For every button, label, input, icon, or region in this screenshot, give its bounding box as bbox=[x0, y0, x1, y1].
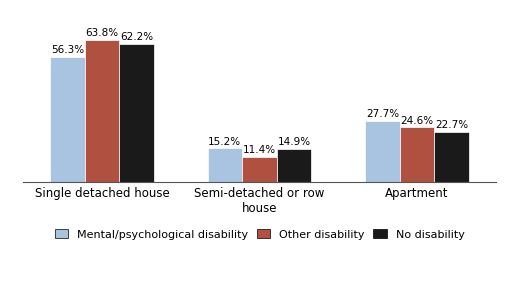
Bar bbox=[434, 132, 469, 182]
Bar bbox=[277, 149, 311, 182]
Bar bbox=[208, 148, 242, 182]
Text: 62.2%: 62.2% bbox=[120, 32, 153, 42]
Text: 27.7%: 27.7% bbox=[366, 109, 399, 119]
Text: 15.2%: 15.2% bbox=[208, 136, 241, 147]
Bar bbox=[119, 44, 154, 182]
Bar bbox=[400, 127, 434, 182]
Bar bbox=[85, 40, 119, 182]
Legend: Mental/psychological disability, Other disability, No disability: Mental/psychological disability, Other d… bbox=[50, 225, 469, 244]
Text: 14.9%: 14.9% bbox=[278, 137, 311, 147]
Text: 63.8%: 63.8% bbox=[86, 28, 119, 38]
Text: 24.6%: 24.6% bbox=[400, 116, 433, 126]
Bar bbox=[365, 120, 400, 182]
Bar bbox=[242, 157, 277, 182]
Text: 11.4%: 11.4% bbox=[243, 145, 276, 155]
Text: 56.3%: 56.3% bbox=[51, 45, 84, 55]
Text: 22.7%: 22.7% bbox=[435, 120, 468, 130]
Bar bbox=[50, 57, 85, 182]
